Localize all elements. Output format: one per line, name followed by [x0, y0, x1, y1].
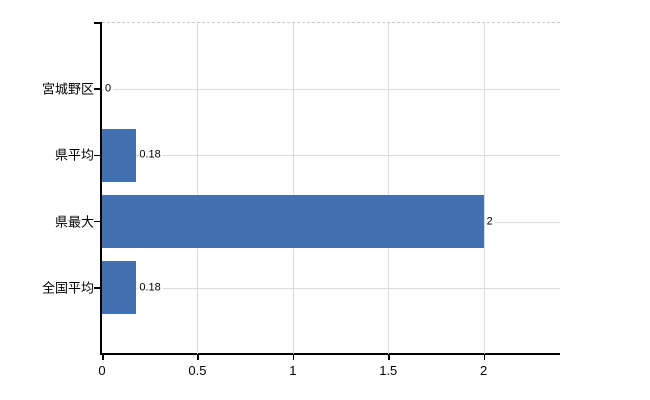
- bar-value-label: 2: [485, 215, 495, 229]
- x-gridline: [483, 23, 485, 354]
- x-gridline: [197, 23, 199, 354]
- y-axis-tick: [94, 88, 102, 90]
- bar-value-label: 0: [104, 82, 114, 96]
- y-axis-tick: [94, 287, 102, 289]
- x-axis-tick: [292, 354, 295, 360]
- category-label: 県平均: [54, 147, 94, 163]
- x-tick-label: 1.5: [379, 363, 398, 378]
- y-gridline: [102, 89, 560, 91]
- x-tick-label: 1: [289, 363, 297, 378]
- x-tick-label: 0: [98, 363, 106, 378]
- y-axis-tick: [94, 154, 102, 157]
- category-label: 宮城野区: [41, 81, 94, 97]
- x-axis-tick: [388, 354, 390, 360]
- y-axis-line: [100, 22, 102, 355]
- x-axis-tick: [483, 354, 486, 360]
- category-label: 全国平均: [41, 280, 94, 296]
- bar-value-label: 0.18: [138, 281, 163, 295]
- y-axis-tick: [94, 220, 102, 223]
- bar-3: [102, 195, 484, 249]
- bar-4: [102, 261, 137, 315]
- x-axis-tick: [197, 354, 199, 360]
- x-tick-label: 2: [480, 363, 488, 378]
- bar-value-label: 0.18: [138, 148, 163, 162]
- x-axis-tick: [102, 354, 104, 360]
- x-axis-line: [100, 353, 560, 355]
- y-gridline: [102, 287, 560, 289]
- x-gridline: [388, 23, 390, 354]
- plot-area: 0 0.5 1 1.5 2 0 0.18 2 0.18: [94, 22, 560, 378]
- category-label: 県最大: [54, 214, 94, 230]
- x-tick-label: 0.5: [188, 363, 207, 378]
- y-gridline: [102, 155, 560, 157]
- y-axis-top-tick: [94, 22, 102, 24]
- x-gridline: [292, 23, 294, 354]
- bar-2: [102, 128, 137, 182]
